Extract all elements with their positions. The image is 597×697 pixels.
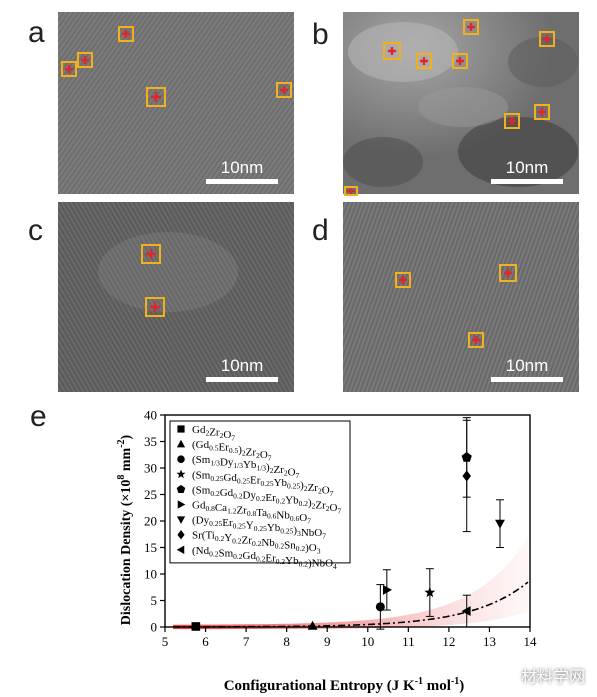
panel-letter-b: b [312,18,329,51]
data-point [461,606,471,617]
panel-a: 10nm [58,12,294,194]
x-tick-label: 6 [202,634,209,649]
legend-label: (Sm0.2Gd0.2Dy0.2Er0.2Yb0.2)2Zr2O7 [192,484,341,515]
legend-marker [176,516,186,524]
legend-label: (Dy0.25Er0.25Y0.25Yb0.25)3NbO7 [192,515,326,541]
dislocation-marker [61,61,77,77]
legend-marker [176,484,186,493]
confidence-band [173,537,528,630]
x-tick-label: 8 [283,634,290,649]
x-tick-label: 12 [442,634,455,649]
legend-label: (Sm1/3Dy1/3Yb1/3)2Zr2O7 [192,454,300,480]
data-point [375,602,385,612]
dislocation-marker [416,53,432,69]
x-tick-label: 11 [402,634,415,649]
legend-marker [176,545,185,554]
y-axis-label: Dislocation Density (×108 mm-2) [116,434,134,625]
x-tick-label: 13 [483,634,496,649]
legend-label: (Gd0.5Er0.5)2Zr2O7 [192,439,272,463]
tem-micrograph-d [343,202,579,392]
dislocation-marker [145,297,165,317]
x-tick-label: 14 [524,634,538,649]
y-tick-label: 25 [144,487,157,502]
panel-d: 10nm [343,202,579,392]
legend-marker [177,425,185,433]
x-tick-label: 7 [243,634,250,649]
legend-label: Gd0.8Ca1.2Zr0.8Ta0.6Nb0.6O7 [192,500,311,526]
x-tick-label: 5 [162,634,169,649]
legend-box [169,420,351,564]
y-tick-label: 0 [151,620,158,635]
panel-c: 10nm [58,202,294,392]
dislocation-marker [383,42,401,60]
scale-bar: 10nm [491,357,563,382]
data-point [382,584,392,595]
dislocation-marker [534,104,550,120]
dislocation-marker [344,186,358,196]
dislocation-marker [118,26,134,42]
y-tick-label: 30 [144,461,157,476]
x-tick-label: 9 [324,634,331,649]
scale-bar: 10nm [206,357,278,382]
scale-bar-label: 10nm [220,356,264,375]
watermark: 材料学网 [520,667,585,686]
scale-bar: 10nm [491,159,563,184]
scale-bar-line [491,179,563,184]
data-point [461,452,472,462]
dislocation-marker [77,52,93,68]
scale-bar-line [491,377,563,382]
y-tick-label: 35 [144,434,157,449]
y-tick-label: 5 [151,593,158,608]
legend-marker [177,500,186,509]
legend-marker [176,439,186,448]
legend-label: Gd2Zr2O7 [192,424,235,443]
dislocation-marker [468,332,484,348]
x-tick-label: 10 [361,634,374,649]
legend: Gd2Zr2O7(Gd0.5Er0.5)2Zr2O7(Sm1/3Dy1/3Yb1… [169,420,351,571]
y-tick-label: 15 [144,540,157,555]
legend-label: Sr(Ti0.2Y0.2Zr0.2Nb0.2Sn0.2)O3 [192,530,321,556]
dislocation-marker [463,19,479,35]
panel-letter-e: e [30,400,47,433]
data-point [495,519,505,529]
panel-b: 10nm [343,12,579,196]
confidence-band-area [173,537,528,630]
y-tick-label: 40 [144,408,157,423]
scale-bar-label: 10nm [505,158,549,177]
scale-bar-line [206,377,278,382]
panel-letter-c: c [28,214,43,247]
dislocation-marker [452,53,468,69]
legend-label: (Sm0.25Gd0.25Er0.25Yb0.25)2Zr2O7 [192,469,334,498]
panel-letter-d: d [312,214,329,247]
legend-label: (Nd0.2Sm0.2Gd0.2Er0.2Yb0.2)NbO4 [192,545,337,571]
data-points [191,452,505,631]
data-point [307,620,318,630]
tem-micrograph-c [58,202,294,392]
dislocation-marker [276,82,292,98]
data-point [462,470,472,482]
dislocation-marker [504,113,520,129]
legend-marker [176,469,186,479]
dislocation-marker [539,31,555,47]
scale-bar: 10nm [206,159,278,184]
data-point [191,622,201,631]
panel-letter-a: a [28,16,45,49]
data-point [424,586,436,598]
dislocation-marker [141,244,161,264]
scale-bar-label: 10nm [505,356,549,375]
x-axis-label: Configurational Entropy (J K-1 mol-1) [224,676,465,694]
tem-micrograph-a [58,12,294,194]
y-tick-label: 10 [144,567,157,582]
dislocation-marker [499,264,517,282]
dislocation-marker [395,272,411,288]
legend-marker [177,455,185,463]
scale-bar-line [206,179,278,184]
dislocation-marker [146,87,166,107]
scale-bar-label: 10nm [220,158,264,177]
y-tick-label: 20 [144,514,157,529]
